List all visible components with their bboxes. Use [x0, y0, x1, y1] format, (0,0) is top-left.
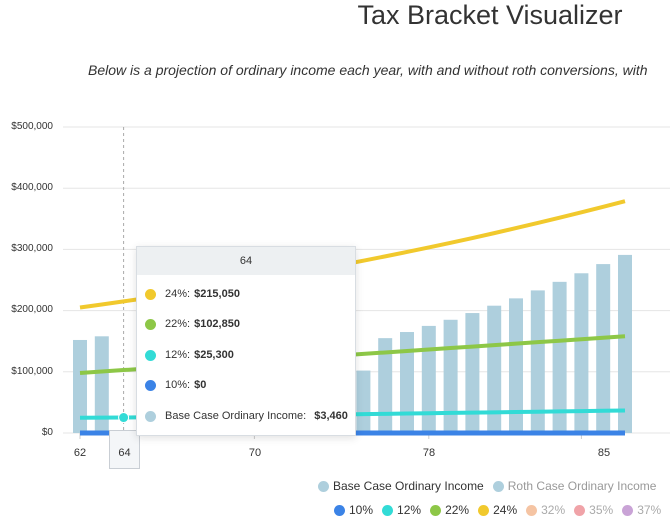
legend-item-base-case[interactable]: Base Case Ordinary Income [318, 479, 484, 493]
tooltip-row-label: 12%: [165, 349, 191, 361]
bar-base-case [509, 298, 523, 433]
legend-row-2: 10% 12% 22% 24% 32% 35% 37% [334, 503, 670, 517]
bar-base-case [530, 290, 545, 433]
tooltip-row: 10%: $0 [145, 376, 206, 394]
legend-marker [478, 504, 490, 516]
tooltip-row: 12%: $25,300 [145, 346, 234, 364]
page-title: Tax Bracket Visualizer [357, 0, 623, 30]
bar-base-case [618, 254, 632, 433]
legend-item-37[interactable]: 37% [622, 503, 661, 517]
tooltip-row-label: 10%: [165, 379, 191, 391]
legend-marker [492, 480, 504, 492]
legend-row-1: Base Case Ordinary Income Roth Case Ordi… [318, 479, 665, 493]
legend-item-22[interactable]: 22% [430, 503, 469, 517]
bar-base-case [465, 313, 480, 433]
x-tick-label: 70 [248, 447, 262, 459]
legend-label: 12% [397, 503, 422, 517]
legend-label: 37% [637, 503, 662, 517]
bar-base-case [73, 339, 87, 433]
y-tick-label: $500,000 [11, 121, 53, 132]
tooltip-row-value: $25,300 [194, 349, 234, 361]
y-tick-label: $100,000 [11, 366, 53, 377]
legend-marker [622, 504, 634, 516]
legend-marker [526, 504, 538, 516]
y-tick-label: $200,000 [11, 304, 53, 315]
bar-base-case [443, 319, 458, 433]
y-tick-label: $400,000 [11, 182, 53, 193]
tooltip-header: 64 [137, 247, 355, 275]
legend-label: 24% [493, 503, 518, 517]
bar-base-case [421, 325, 436, 433]
bar-base-case [487, 305, 502, 433]
legend-marker [334, 504, 345, 516]
x-tick-label-highlighted: 64 [109, 430, 140, 469]
tooltip-marker [145, 349, 156, 361]
legend-marker [574, 504, 586, 516]
bar-base-case [94, 336, 109, 433]
legend-item-roth-case[interactable]: Roth Case Ordinary Income [492, 479, 657, 493]
tooltip-row: Base Case Ordinary Income: $3,460 [145, 407, 348, 425]
x-tick-label: 85 [597, 447, 611, 459]
tooltip-row-label: 22%: [165, 318, 191, 330]
tooltip-row-label: 24%: [165, 288, 191, 300]
hover-point-marker [118, 412, 130, 424]
legend-marker [318, 480, 329, 492]
legend-label: 32% [541, 503, 566, 517]
y-tick-label: $300,000 [11, 243, 53, 254]
legend-item-24[interactable]: 24% [478, 503, 517, 517]
tooltip-row: 24%: $215,050 [145, 285, 240, 303]
legend-marker [382, 504, 394, 516]
tooltip-marker [145, 318, 156, 330]
x-tick-label: 62 [73, 447, 87, 459]
tooltip-row-value: $102,850 [194, 318, 240, 330]
x-tick-label: 78 [422, 447, 436, 459]
tooltip-row-label: Base Case Ordinary Income: [165, 410, 307, 422]
legend-label: 35% [589, 503, 614, 517]
legend-label: 22% [445, 503, 470, 517]
legend-label: Base Case Ordinary Income [333, 479, 484, 493]
legend-item-32[interactable]: 32% [526, 503, 565, 517]
chart-tooltip: 64 24%: $215,050 22%: $102,850 12%: $25,… [136, 246, 356, 436]
tooltip-row: 22%: $102,850 [145, 315, 240, 333]
y-tick-label: $0 [41, 427, 53, 438]
tooltip-row-value: $215,050 [194, 288, 240, 300]
tooltip-marker [145, 379, 156, 391]
legend-marker [430, 504, 442, 516]
legend-item-12[interactable]: 12% [382, 503, 421, 517]
bar-base-case [356, 370, 371, 433]
page-subtitle: Below is a projection of ordinary income… [88, 62, 648, 78]
bar-base-case [596, 264, 611, 433]
legend-label: 10% [349, 503, 374, 517]
legend-item-10[interactable]: 10% [334, 503, 373, 517]
legend-label: Roth Case Ordinary Income [507, 479, 657, 493]
tooltip-marker [145, 410, 156, 422]
bar-base-case [378, 338, 393, 433]
tooltip-marker [145, 288, 156, 300]
tooltip-row-value: $3,460 [314, 410, 348, 422]
bar-base-case [552, 281, 567, 433]
legend-item-35[interactable]: 35% [574, 503, 613, 517]
bar-base-case [400, 332, 414, 433]
bar-base-case [574, 273, 589, 433]
tooltip-row-value: $0 [194, 379, 207, 391]
